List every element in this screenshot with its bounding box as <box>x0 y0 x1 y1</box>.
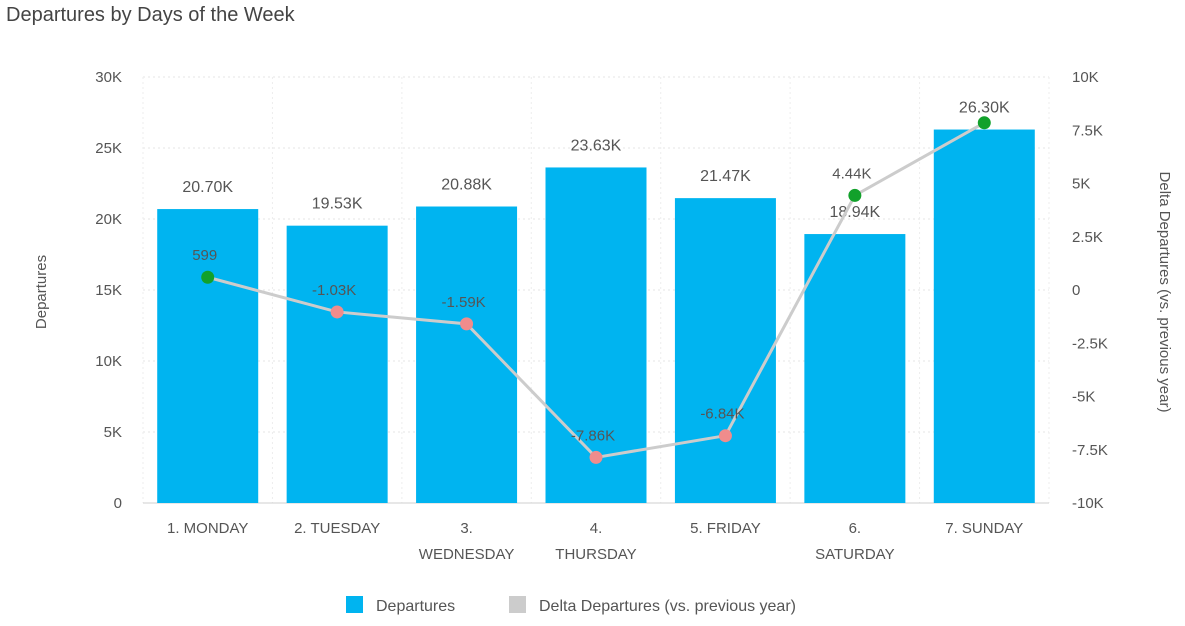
bar-data-label: 23.63K <box>571 137 622 154</box>
bar-data-label: 18.94K <box>829 204 880 221</box>
bar-data-label: 20.70K <box>182 179 233 196</box>
bar-series-departures: 20.70K 19.53K 20.88K 23.63K 21.47K 18.94K 26.3… <box>157 100 1035 504</box>
line-point[interactable] <box>201 270 215 284</box>
x-tick-label: 6. <box>849 520 862 537</box>
y2-tick-label: 2.5K <box>1072 229 1103 246</box>
legend-swatch-departures <box>346 596 363 613</box>
bar[interactable] <box>157 209 259 503</box>
y2-tick-label: 7.5K <box>1072 122 1103 139</box>
line-data-label: -1.59K <box>441 294 485 311</box>
legend-label-departures[interactable]: Departures <box>376 598 455 615</box>
line-point[interactable] <box>718 429 732 443</box>
bar-data-label: 20.88K <box>441 177 492 194</box>
y2-tick-label: -7.5K <box>1072 442 1108 459</box>
y2-tick-label: 10K <box>1072 69 1099 86</box>
x-tick-label: 2. TUESDAY <box>294 520 380 537</box>
line-data-label: -6.84K <box>700 406 744 423</box>
y2-tick-label: 5K <box>1072 176 1090 193</box>
x-tick-label: 1. MONDAY <box>167 520 248 537</box>
line-point[interactable] <box>977 116 991 130</box>
y-tick-label: 30K <box>95 69 122 86</box>
bar[interactable] <box>416 206 518 503</box>
legend-label-delta[interactable]: Delta Departures (vs. previous year) <box>539 598 796 615</box>
x-tick-label: 3. <box>460 520 473 537</box>
line-point[interactable] <box>330 305 344 319</box>
bar[interactable] <box>545 167 647 504</box>
line-data-label: -1.03K <box>312 282 356 299</box>
chart-title: Departures by Days of the Week <box>6 4 295 26</box>
bar-data-label: 19.53K <box>312 196 363 213</box>
y2-tick-label: -5K <box>1072 389 1095 406</box>
x-tick-label: 7. SUNDAY <box>945 520 1023 537</box>
legend-swatch-delta <box>509 596 526 613</box>
line-data-label: 4.44K <box>832 165 871 182</box>
y-tick-label: 0 <box>114 495 122 512</box>
line-point[interactable] <box>848 188 862 202</box>
y2-tick-label: -10K <box>1072 495 1104 512</box>
line-point[interactable] <box>589 450 603 464</box>
category-axis: 1. MONDAY 2. TUESDAY 3. WEDNESDAY 4. THURSDAY… <box>167 520 1023 563</box>
bar-data-label: 21.47K <box>700 168 751 185</box>
line-data-label: -7.86K <box>571 427 615 444</box>
y2-axis-title: Delta Departures (vs. previous year) <box>1156 172 1173 413</box>
line-point[interactable] <box>460 317 474 331</box>
y-tick-label: 15K <box>95 282 122 299</box>
bar[interactable] <box>286 225 388 503</box>
legend: Departures Delta Departures (vs. previous… <box>346 596 796 615</box>
x-tick-label: THURSDAY <box>555 546 636 563</box>
bar[interactable] <box>804 234 906 503</box>
x-tick-label: SATURDAY <box>815 546 894 563</box>
left-axis: 0 5K 10K 15K 20K 25K 30K <box>95 69 122 512</box>
y2-tick-label: 0 <box>1072 282 1080 299</box>
x-tick-label: WEDNESDAY <box>419 546 515 563</box>
right-axis: -10K -7.5K -5K -2.5K 0 2.5K 5K 7.5K 10K <box>1072 69 1108 512</box>
line-data-label: 599 <box>192 247 217 264</box>
y-tick-label: 10K <box>95 353 122 370</box>
bar[interactable] <box>933 129 1035 504</box>
x-tick-label: 5. FRIDAY <box>690 520 761 537</box>
bar[interactable] <box>674 198 776 503</box>
y-axis-title: Departures <box>33 255 50 329</box>
bar-data-label: 26.30K <box>959 100 1010 117</box>
y-tick-label: 25K <box>95 140 122 157</box>
y-tick-label: 20K <box>95 211 122 228</box>
y-tick-label: 5K <box>104 424 122 441</box>
x-tick-label: 4. <box>590 520 603 537</box>
y2-tick-label: -2.5K <box>1072 335 1108 352</box>
line-series-delta: 599 -1.03K -1.59K -7.86K -6.84K 4.44K <box>192 116 991 464</box>
